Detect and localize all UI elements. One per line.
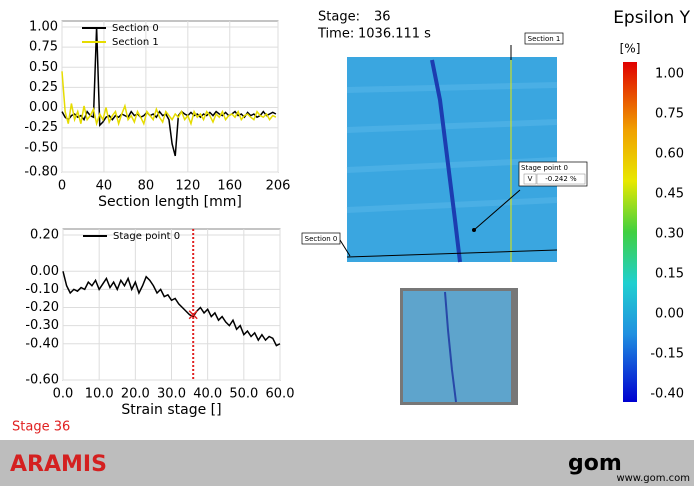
x-axis-label: Strain stage [] — [121, 402, 221, 418]
legend-label: Section 1 — [112, 37, 159, 48]
colorbar-label: 0.60 — [655, 147, 684, 162]
component: V — [528, 175, 533, 183]
y-tick-label: -0.60 — [25, 373, 59, 388]
y-tick-label: 1.00 — [29, 20, 58, 35]
y-tick-label: 0.00 — [30, 264, 59, 279]
leader — [339, 239, 351, 257]
section-0-line — [346, 249, 558, 258]
x-tick-label: 20.0 — [121, 387, 150, 402]
label-box — [524, 32, 564, 45]
series-line — [61, 71, 277, 127]
stage-point — [472, 228, 476, 232]
product-name: ARAMIS — [10, 452, 107, 477]
x-tick-label: 40 — [96, 179, 113, 194]
colorbar-labels: 1.00 0.75 0.60 0.45 0.30 0.15 0.00 -0.15 -0.40 — [650, 67, 684, 402]
charts: 1.00 0.75 0.50 0.25 0.00 -0.25 -0.50 -0.800 40 80… — [24, 20, 294, 419]
legend-label: Stage point 0 — [113, 231, 180, 242]
y-tick-label: -0.80 — [24, 165, 58, 180]
stage-label: Stage: — [318, 10, 360, 25]
deformation-image: Section 1 Section 0 Stage point 0 V -0.2… — [301, 32, 588, 263]
y-tick-label: 0.75 — [29, 40, 58, 55]
x-tick-label: 0.0 — [53, 387, 74, 402]
colorbar-label: 0.15 — [655, 267, 684, 282]
colorbar — [623, 62, 637, 402]
legend-label: Section 0 — [112, 23, 159, 34]
x-tick-label: 10.0 — [85, 387, 114, 402]
colorbar-title: Epsilon Y — [613, 8, 690, 28]
time-label: Time: — [317, 27, 354, 42]
y-tick-label: 0.50 — [29, 60, 58, 75]
x-tick-label: 160 — [217, 179, 242, 194]
y-tick-label: -0.25 — [24, 120, 58, 135]
y-tick-label: -0.50 — [24, 140, 58, 155]
footer — [0, 440, 694, 486]
reading: -0.242 % — [545, 175, 577, 183]
colorbar-label: 0.75 — [655, 107, 684, 122]
colorbar-label: 0.00 — [655, 307, 684, 322]
x-tick-label: 80 — [138, 179, 155, 194]
cell — [523, 173, 537, 185]
series-line — [62, 271, 281, 347]
crack — [430, 59, 462, 263]
x-tick-label: 0 — [58, 179, 66, 194]
camera-thumbnail — [400, 288, 518, 405]
leader — [473, 189, 521, 231]
colorbar-unit: [%] — [620, 42, 641, 56]
texture — [346, 82, 558, 213]
y-tick-label: -0.10 — [25, 282, 59, 297]
x-tick-label: 30.0 — [157, 387, 186, 402]
thumb-crack — [444, 291, 457, 403]
plot-area — [61, 20, 279, 173]
time-value: 1036.111 s — [358, 27, 431, 42]
stage-point-label: Stage point 0 — [521, 164, 568, 172]
colorbar-label: 1.00 — [655, 67, 684, 82]
url: www.gom.com — [616, 473, 690, 484]
y-tick-label: -0.20 — [25, 300, 59, 315]
cell — [536, 173, 586, 185]
y-tick-label: 0.00 — [29, 100, 58, 115]
x-tick-label: 50.0 — [229, 387, 258, 402]
y-tick-label: 0.20 — [30, 228, 59, 243]
section-1-label: Section 1 — [528, 35, 561, 43]
y-tick-label: -0.30 — [25, 318, 59, 333]
section-0-label: Section 0 — [305, 235, 338, 243]
x-tick-label: 206 — [266, 179, 291, 194]
x-tick-label: 40.0 — [193, 387, 222, 402]
x-axis-label: Section length [mm] — [98, 194, 242, 210]
y-tick-label: -0.40 — [25, 336, 59, 351]
colorbar-label: 0.45 — [655, 187, 684, 202]
stage-marker — [188, 310, 198, 320]
x-tick-label: 120 — [175, 179, 200, 194]
colorbar-label: -0.40 — [650, 387, 684, 402]
label-box — [301, 232, 341, 245]
x-tick-label: 60.0 — [266, 387, 295, 402]
logo: gom — [568, 451, 622, 476]
series-line — [61, 26, 277, 157]
colorbar-label: -0.15 — [650, 347, 684, 362]
stage-status: Stage 36 — [12, 420, 70, 435]
stage-value: 36 — [374, 10, 391, 25]
thumb-image — [403, 291, 511, 402]
y-tick-label: 0.25 — [29, 80, 58, 95]
colorbar-label: 0.30 — [655, 227, 684, 242]
